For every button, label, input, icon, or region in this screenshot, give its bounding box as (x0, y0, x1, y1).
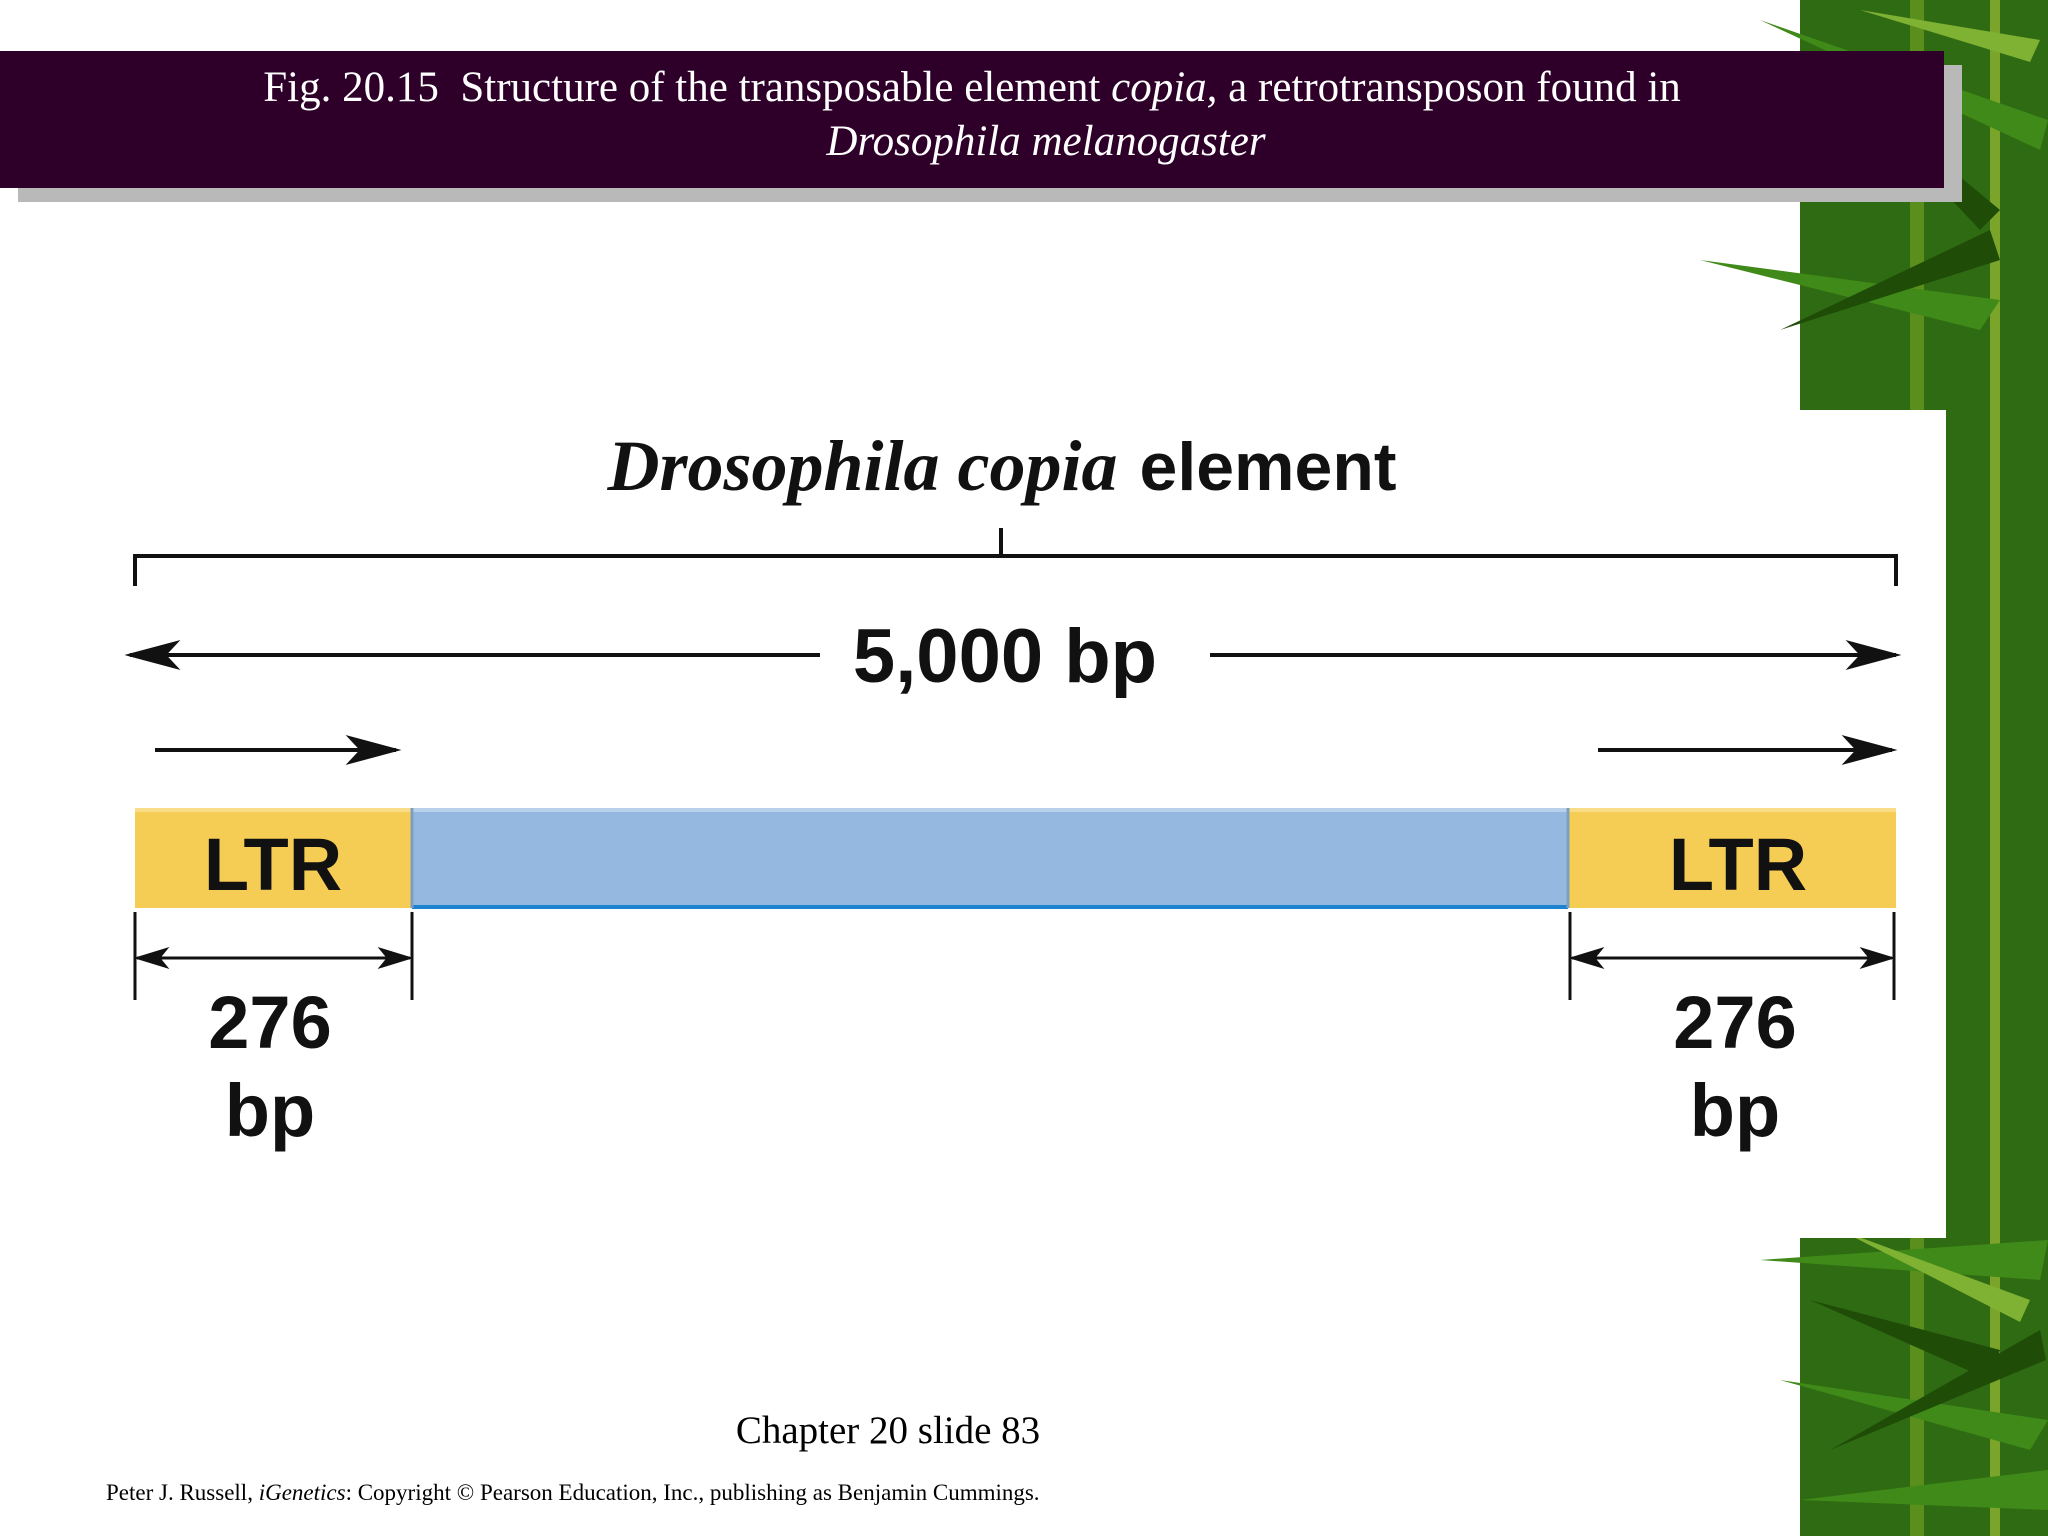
copyright-notice: Peter J. Russell, iGenetics: Copyright ©… (106, 1480, 1040, 1506)
slide-title-line-1: Fig. 20.15 Structure of the transposable… (0, 51, 1944, 115)
copyright-author: Peter J. Russell, (106, 1480, 253, 1505)
total-length-label: 5,000 bp (853, 614, 1157, 699)
left-ltr-box (135, 808, 412, 908)
element-span-bracket (133, 528, 1898, 586)
title-text-continued: a retrotransposon found in (1228, 64, 1681, 111)
figure-number: Fig. 20.15 (263, 64, 439, 111)
internal-region (412, 808, 1568, 908)
title-text: Structure of the transposable element (460, 64, 1101, 111)
title-species: Drosophila melanogaster (826, 118, 1266, 165)
copyright-text: : Copyright © Pearson Education, Inc., p… (345, 1480, 1040, 1505)
diagram-title: Drosophila copia element (606, 426, 1396, 506)
left-ltr-size-unit: bp (225, 1069, 315, 1152)
right-ltr-size-number: 276 (1673, 981, 1796, 1064)
right-ltr-box (1568, 808, 1896, 908)
right-ltr-label: LTR (1669, 823, 1807, 906)
diagram-title-italic: Drosophila copia (606, 426, 1117, 506)
left-ltr-label: LTR (204, 823, 342, 906)
slide-title-bar: Fig. 20.15 Structure of the transposable… (0, 51, 1944, 188)
left-ltr-size-number: 276 (208, 981, 331, 1064)
right-ltr-size-unit: bp (1690, 1069, 1780, 1152)
slide-caption: Chapter 20 slide 83 (735, 1409, 1041, 1452)
copyright-book-title: iGenetics (258, 1480, 346, 1505)
title-italic-copia: copia, (1111, 64, 1218, 111)
diagram-title-bold: element (1140, 429, 1397, 505)
